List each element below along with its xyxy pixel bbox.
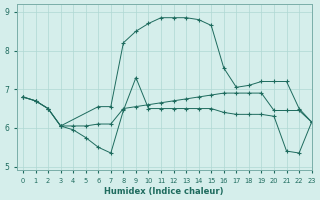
X-axis label: Humidex (Indice chaleur): Humidex (Indice chaleur) — [104, 187, 224, 196]
